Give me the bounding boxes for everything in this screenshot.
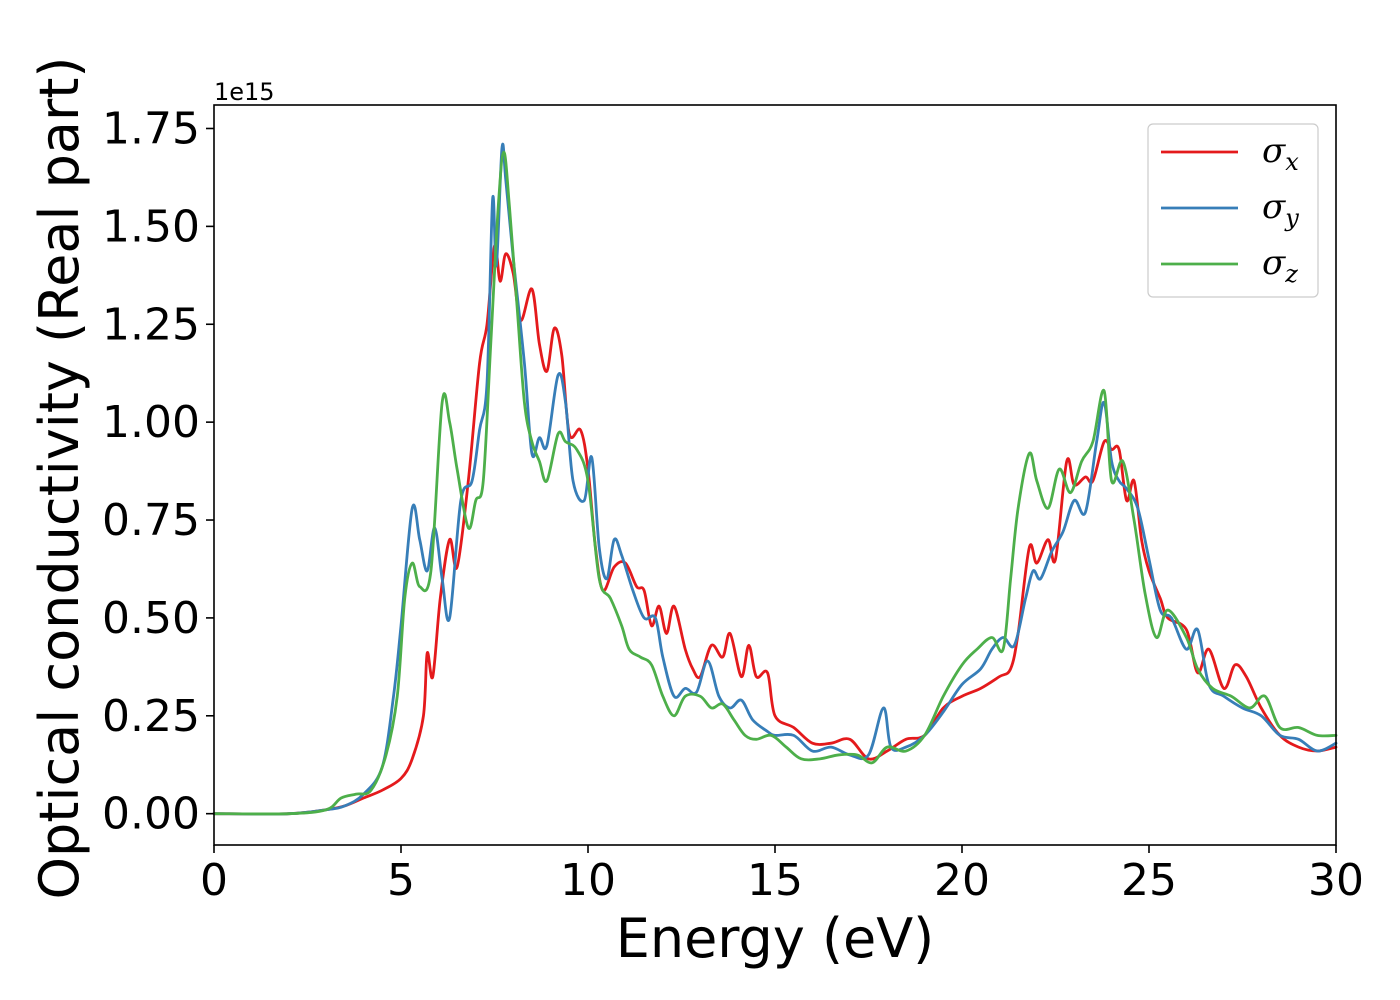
x-tick-label: 15 [747,855,803,906]
x-tick-label: 30 [1308,855,1364,906]
legend-entry-sigma-z: σz [1161,243,1298,288]
x-tick-label: 25 [1121,855,1177,906]
y-tick-label: 1.50 [102,201,200,252]
x-tick-label: 5 [387,855,415,906]
y-tick-label: 1.00 [102,397,200,448]
y-tick-label: 0.50 [102,593,200,644]
y-tick-label: 0.75 [102,495,200,546]
x-tick-label: 0 [200,855,228,906]
legend-frame [1147,123,1319,298]
series-line-sigma-y [212,142,1338,816]
y-tick-label: 0.25 [102,691,200,742]
legend-label: σz [1262,243,1298,288]
y-tick-label: 1.75 [102,103,200,154]
x-tick-label: 20 [934,855,990,906]
series-layer [212,142,1338,816]
y-axis: 0.00 0.25 0.50 0.75 1.00 1.25 1.50 1.75 [102,103,214,840]
y-offset-text: 1e15 [214,78,275,106]
y-axis-title: Optical conductivity (Real part) [28,57,91,900]
x-tick-label: 10 [560,855,616,906]
x-axis: 0 5 10 15 20 25 30 [200,845,1364,906]
series-line-sigma-z [212,150,1338,816]
y-tick-label: 0.00 [102,789,200,840]
x-axis-title: Energy (eV) [616,907,935,970]
y-tick-label: 1.25 [102,299,200,350]
